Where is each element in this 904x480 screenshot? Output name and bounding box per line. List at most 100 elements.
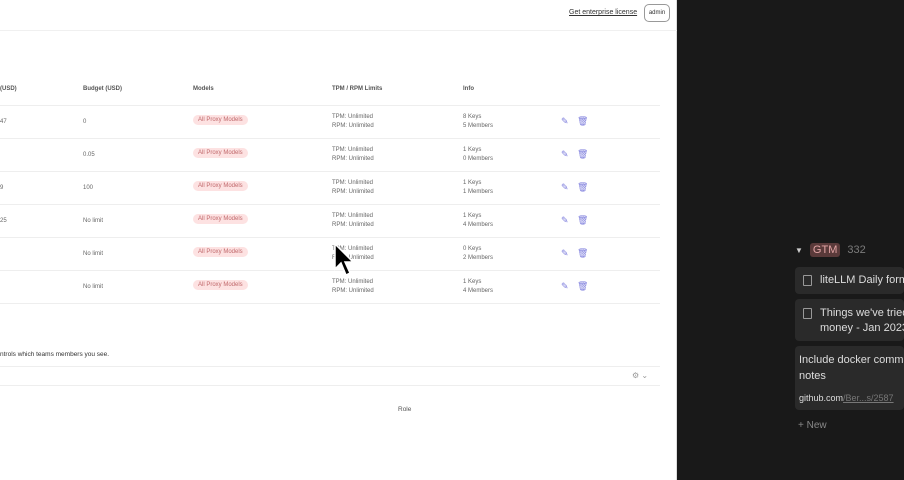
members-count: 4 Members <box>463 222 494 228</box>
table-row[interactable]: 47 0 All Proxy Models TPM: Unlimited RPM:… <box>0 106 660 139</box>
table-header: (USD) Budget (USD) Models TPM / RPM Limi… <box>0 72 660 106</box>
spend-cell: 9 <box>0 185 4 191</box>
limits-cell: TPM: Unlimited RPM: Unlimited <box>332 179 374 197</box>
table-row[interactable]: No limit All Proxy Models TPM: Unlimited… <box>0 238 660 271</box>
info-cell: 1 Keys 0 Members <box>463 146 493 164</box>
trash-icon[interactable]: 🗑 <box>577 215 589 225</box>
group-tag: GTM <box>809 243 841 257</box>
limits-cell: TPM: Unlimited RPM: Unlimited <box>332 212 374 230</box>
rpm-limit: RPM: Unlimited <box>332 189 374 195</box>
limits-cell: TPM: Unlimited RPM: Unlimited <box>332 278 374 296</box>
edit-icon[interactable]: ✎ <box>561 149 569 159</box>
trash-icon[interactable]: 🗑 <box>577 116 589 126</box>
table-row[interactable]: 0.05 All Proxy Models TPM: Unlimited RPM:… <box>0 139 660 172</box>
edit-icon[interactable]: ✎ <box>561 182 569 192</box>
enterprise-license-link[interactable]: Get enterprise license <box>569 9 638 16</box>
litellm-teams-panel: Get enterprise license admin (USD) Budge… <box>0 0 677 480</box>
trash-icon[interactable]: 🗑 <box>577 281 589 291</box>
members-count: 4 Members <box>463 288 494 294</box>
spend-cell: 47 <box>0 119 7 125</box>
budget-cell: No limit <box>83 251 104 257</box>
mouse-cursor-icon <box>334 243 355 277</box>
group-count: 332 <box>847 244 866 256</box>
divider <box>0 30 677 31</box>
teams-table: (USD) Budget (USD) Models TPM / RPM Limi… <box>0 72 660 304</box>
members-count: 5 Members <box>463 123 494 129</box>
card-title-line2: money - Jan 2023 <box>820 322 904 334</box>
members-count: 0 Members <box>463 156 494 162</box>
rpm-limit: RPM: Unlimited <box>332 255 374 261</box>
rpm-limit: RPM: Unlimited <box>332 123 374 129</box>
info-cell: 1 Keys 4 Members <box>463 278 493 296</box>
group-header-gtm[interactable]: ▼ GTM 332 <box>795 243 866 257</box>
budget-cell: 0.05 <box>83 152 95 158</box>
limits-cell: TPM: Unlimited RPM: Unlimited <box>332 146 374 164</box>
keys-count: 0 Keys <box>463 246 482 252</box>
card-item[interactable]: Include docker comma notes github.com/Be… <box>795 346 904 410</box>
tpm-limit: TPM: Unlimited <box>332 147 374 153</box>
models-badge: All Proxy Models <box>193 115 248 125</box>
rpm-limit: RPM: Unlimited <box>332 288 374 294</box>
limits-cell: TPM: Unlimited RPM: Unlimited <box>332 113 374 131</box>
col-spend: (USD) <box>0 86 17 92</box>
models-badge: All Proxy Models <box>193 280 248 290</box>
info-cell: 0 Keys 2 Members <box>463 245 493 263</box>
edit-icon[interactable]: ✎ <box>561 116 569 126</box>
col-limits: TPM / RPM Limits <box>332 86 383 92</box>
keys-count: 1 Keys <box>463 180 482 186</box>
new-label: New <box>806 420 827 431</box>
budget-cell: No limit <box>83 284 104 290</box>
card-item[interactable]: liteLLM Daily format <box>795 267 904 294</box>
edit-icon[interactable]: ✎ <box>561 281 569 291</box>
members-note: ntrols which teams members you see. <box>0 351 110 358</box>
card-item[interactable]: Things we've tried money - Jan 2023 <box>795 299 904 341</box>
new-item-button[interactable]: + New <box>798 420 827 431</box>
table-row[interactable]: 9 100 All Proxy Models TPM: Unlimited RPM… <box>0 172 660 205</box>
col-role: Role <box>398 406 412 413</box>
models-badge: All Proxy Models <box>193 214 248 224</box>
keys-count: 1 Keys <box>463 279 482 285</box>
tpm-limit: TPM: Unlimited <box>332 114 374 120</box>
budget-cell: No limit <box>83 218 104 224</box>
edit-icon[interactable]: ✎ <box>561 248 569 258</box>
rpm-limit: RPM: Unlimited <box>332 156 374 162</box>
table-row[interactable]: No limit All Proxy Models TPM: Unlimited… <box>0 271 660 304</box>
info-cell: 8 Keys 5 Members <box>463 113 493 131</box>
edit-icon[interactable]: ✎ <box>561 215 569 225</box>
rpm-limit: RPM: Unlimited <box>332 222 374 228</box>
members-toolbar: ⚙ ⌄ <box>0 366 660 386</box>
card-title: liteLLM Daily format <box>820 274 904 286</box>
tpm-limit: TPM: Unlimited <box>332 213 374 219</box>
tpm-limit: TPM: Unlimited <box>332 180 374 186</box>
card-title: Include docker comma <box>799 354 904 366</box>
card-title: Things we've tried <box>820 307 904 319</box>
collapse-triangle-icon[interactable]: ▼ <box>795 245 803 255</box>
keys-count: 1 Keys <box>463 213 482 219</box>
settings-gear-icon[interactable]: ⚙ ⌄ <box>632 371 649 380</box>
models-badge: All Proxy Models <box>193 247 248 257</box>
link-path: /Ber...s/2587 <box>843 393 894 403</box>
trash-icon[interactable]: 🗑 <box>577 248 589 258</box>
document-icon <box>803 308 812 319</box>
limits-cell: TPM: Unlimited RPM: Unlimited <box>332 245 374 263</box>
table-row[interactable]: 25 No limit All Proxy Models TPM: Unlimi… <box>0 205 660 238</box>
models-badge: All Proxy Models <box>193 148 248 158</box>
card-link[interactable]: github.com/Ber...s/2587 <box>799 393 894 403</box>
col-models: Models <box>193 86 214 92</box>
col-budget: Budget (USD) <box>83 86 122 92</box>
members-count: 1 Members <box>463 189 494 195</box>
spend-cell: 25 <box>0 218 7 224</box>
info-cell: 1 Keys 4 Members <box>463 212 493 230</box>
budget-cell: 0 <box>83 119 87 125</box>
trash-icon[interactable]: 🗑 <box>577 149 589 159</box>
link-domain: github.com <box>799 393 844 403</box>
tpm-limit: TPM: Unlimited <box>332 246 374 252</box>
keys-count: 1 Keys <box>463 147 482 153</box>
tpm-limit: TPM: Unlimited <box>332 279 374 285</box>
info-cell: 1 Keys 1 Members <box>463 179 493 197</box>
budget-cell: 100 <box>83 185 94 191</box>
trash-icon[interactable]: 🗑 <box>577 182 589 192</box>
user-menu-button[interactable]: admin <box>644 4 670 22</box>
col-info: Info <box>463 86 474 92</box>
members-count: 2 Members <box>463 255 494 261</box>
